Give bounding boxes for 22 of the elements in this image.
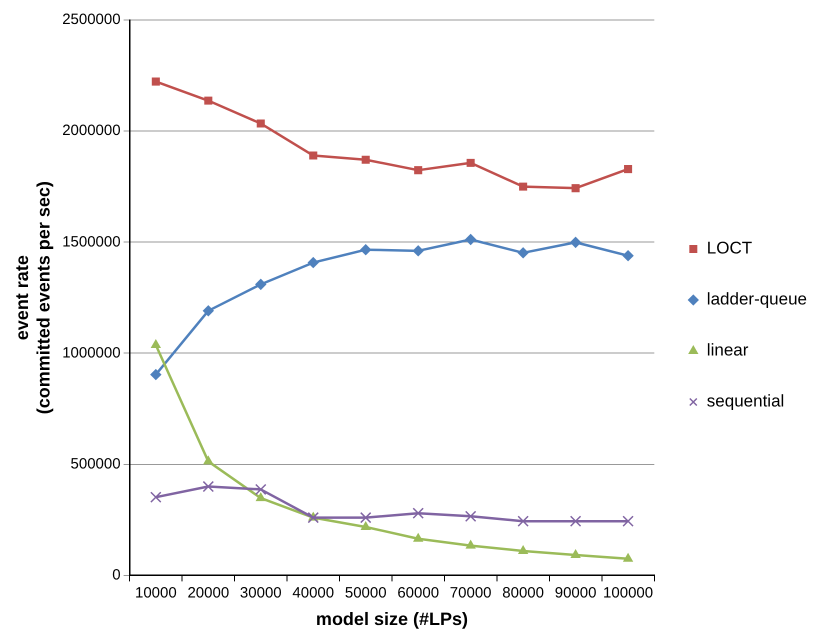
legend-label: ladder-queue	[706, 290, 808, 309]
y-tick-label: 500000	[70, 455, 121, 472]
x-tick-label: 50000	[344, 584, 387, 602]
x-tick-label: 30000	[240, 584, 282, 602]
x-tick-label: 70000	[450, 584, 492, 602]
x-tick-label: 60000	[397, 584, 440, 602]
x-tick-label: 40000	[292, 584, 334, 602]
y-tick-label: 1500000	[62, 233, 121, 250]
y-axis-title: event rate (committed events per sec)	[12, 181, 54, 414]
y-tick-label: 2000000	[62, 122, 121, 140]
legend-label: sequential	[706, 392, 784, 411]
y-tick-label: 0	[112, 566, 121, 584]
legend-label: LOCT	[706, 238, 752, 258]
x-tick-label: 90000	[554, 584, 596, 602]
x-tick-label: 80000	[502, 584, 544, 602]
legend-label: linear	[706, 340, 749, 360]
y-tick-label: 1000000	[62, 344, 121, 362]
y-tick-label: 2500000	[62, 11, 121, 28]
x-axis-title: model size (#LPs)	[316, 609, 468, 630]
x-tick-label: 10000	[134, 584, 177, 602]
x-tick-label: 100000	[603, 584, 654, 602]
x-tick-label: 20000	[187, 584, 230, 602]
